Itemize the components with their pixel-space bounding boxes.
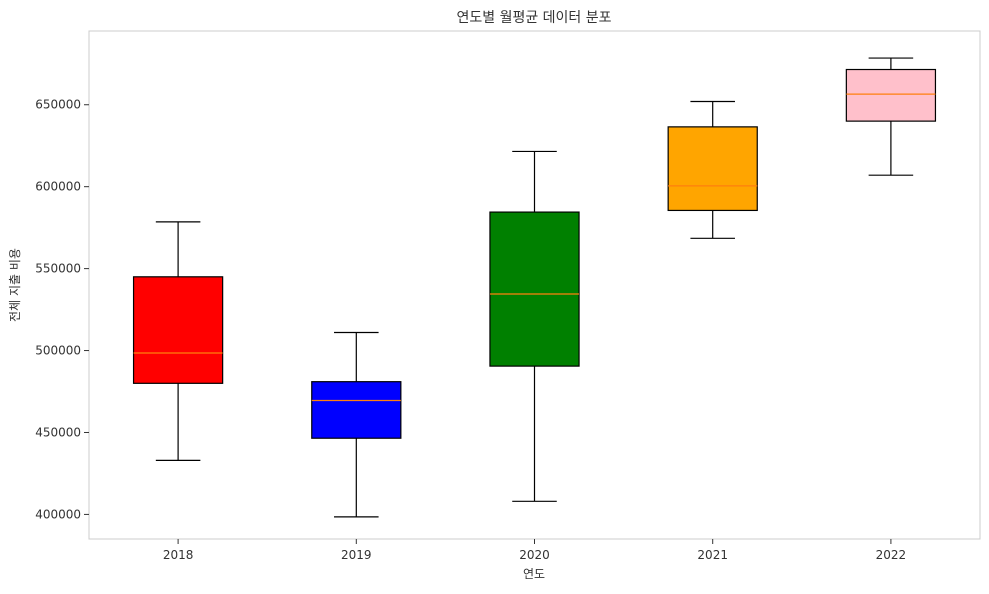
y-tick-label: 650000 — [35, 98, 81, 112]
boxes-group — [132, 57, 937, 518]
box-2022 — [845, 57, 937, 176]
y-axis-ticks: 400000 450000 500000 550000 600000 650000 — [35, 98, 89, 521]
x-tick-label: 2022 — [876, 548, 907, 562]
y-tick-label: 550000 — [35, 262, 81, 276]
x-tick-label: 2020 — [519, 548, 550, 562]
box-2020 — [489, 150, 580, 502]
x-tick-label: 2018 — [163, 548, 194, 562]
y-tick-label: 400000 — [35, 507, 81, 521]
box-body — [845, 68, 937, 122]
box-2019 — [311, 331, 402, 518]
box-2018 — [132, 221, 224, 461]
chart-title: 연도별 월평균 데이터 분포 — [456, 10, 611, 26]
box-body — [667, 126, 758, 212]
y-tick-label: 600000 — [35, 180, 81, 194]
x-tick-label: 2021 — [697, 548, 728, 562]
x-axis-ticks: 2018 2019 2020 2021 2022 — [163, 539, 906, 562]
x-tick-label: 2019 — [341, 548, 372, 562]
box-body — [489, 211, 580, 367]
y-axis-label: 전체 지출 비용 — [8, 248, 22, 322]
box-body — [132, 276, 224, 384]
y-tick-label: 500000 — [35, 344, 81, 358]
x-axis-label: 연도 — [523, 567, 545, 581]
box-2021 — [667, 100, 758, 239]
box-body — [311, 381, 402, 439]
y-tick-label: 450000 — [35, 425, 81, 439]
